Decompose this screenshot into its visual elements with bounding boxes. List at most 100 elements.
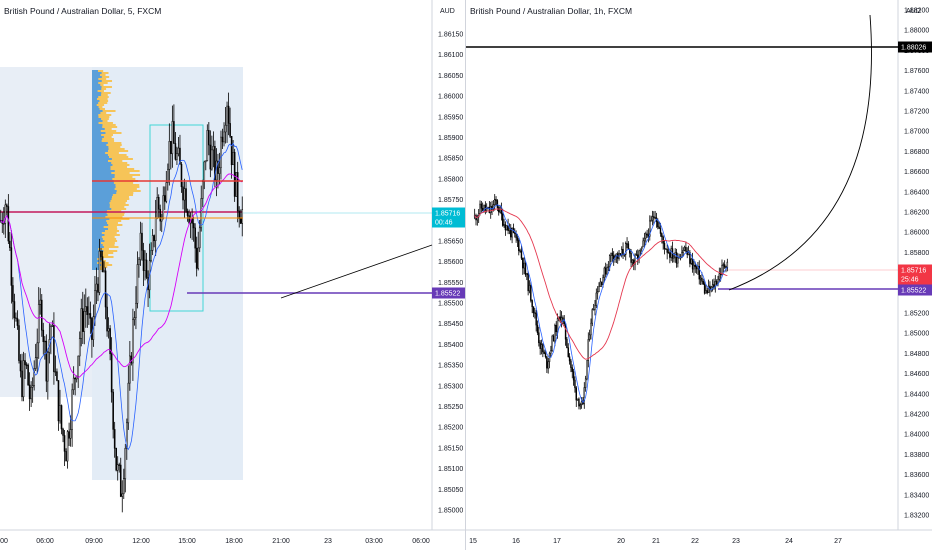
volume-profile-bar-up (92, 238, 117, 240)
volume-profile-bar-down (92, 178, 113, 180)
candle-body (594, 305, 596, 310)
volume-profile-bar-down (92, 102, 99, 104)
candle-body (514, 232, 516, 234)
candle-body (124, 447, 127, 479)
candle-body (200, 198, 203, 229)
candle-body (235, 172, 237, 197)
candle-body (578, 398, 580, 407)
volume-profile-bar-down (92, 108, 100, 110)
right-chart-svg[interactable]: AUD1.882001.880001.878001.876001.874001.… (466, 0, 932, 550)
ma-fast-line (474, 204, 728, 404)
volume-profile-bar-down (92, 86, 102, 88)
y-tick-label: 1.86800 (904, 149, 929, 156)
left-chart-svg[interactable]: AUD 1.86150 1.86100 1.86050 1.86000 1.85950 1.… (0, 0, 466, 550)
volume-profile-bar-down (92, 194, 113, 196)
right-chart-title: British Pound / Australian Dollar, 1h, F… (470, 6, 633, 16)
candle-body (135, 302, 137, 318)
candle-body (194, 227, 196, 249)
candle-body (502, 213, 504, 226)
candle-body (642, 240, 644, 248)
candle-body (536, 324, 539, 333)
volume-profile-bar-down (92, 168, 111, 170)
volume-profile-bar-up (92, 216, 123, 218)
candle-body (580, 401, 583, 405)
candle-body (707, 285, 710, 293)
candle-body (85, 306, 87, 312)
candle-body (635, 254, 638, 256)
target-tag-value: 1.88026 (901, 45, 926, 52)
left-chart-panel[interactable]: British Pound / Australian Dollar, 5, FX… (0, 0, 466, 550)
y-tick-label: 1.88200 (904, 8, 929, 15)
candle-body (687, 252, 690, 255)
candle-body (115, 447, 117, 471)
candle-body (4, 204, 7, 224)
candle-body (13, 301, 16, 318)
candle-body (686, 250, 688, 255)
candle-body (595, 292, 598, 306)
volume-profile-bar-down (92, 78, 99, 80)
candle-body (56, 371, 58, 381)
candle-body (45, 340, 48, 382)
volume-profile-bar-down (92, 104, 97, 106)
volume-profile-bar-up (92, 144, 122, 146)
volume-profile-bar-down (92, 120, 103, 122)
volume-profile-bar-down (92, 154, 108, 156)
volume-profile-bar-up (92, 218, 130, 220)
volume-profile-bar-down (92, 226, 104, 228)
candle-body (97, 283, 99, 293)
panel-divider[interactable] (465, 0, 466, 550)
candle-body (528, 285, 531, 292)
candle-body (598, 286, 600, 292)
volume-profile-bar-down (92, 216, 106, 218)
candle-body (89, 313, 92, 319)
volume-profile-bar-down (92, 152, 106, 154)
candle-body (232, 151, 234, 166)
candle-body (494, 199, 496, 206)
x-tick-label: 09:00 (85, 538, 103, 545)
currency-label: AUD (440, 8, 455, 15)
candle-body (495, 199, 497, 201)
candle-body (607, 266, 610, 268)
volume-profile-bar-down (92, 94, 102, 96)
candle-body (183, 188, 186, 201)
volume-profile-bar-up (92, 242, 115, 244)
volume-profile-bar-down (92, 98, 97, 100)
candle-body (703, 283, 706, 294)
candle-body (639, 248, 642, 252)
candle-body (551, 335, 553, 351)
candle-body (634, 254, 636, 265)
volume-profile-bar-down (92, 246, 104, 248)
volume-profile-bar-up (92, 232, 117, 234)
volume-profile-bar-down (92, 206, 110, 208)
volume-profile-bar-down (92, 106, 99, 108)
candle-body (657, 221, 659, 228)
candle-body (643, 237, 646, 242)
volume-profile-bar-up (92, 214, 125, 216)
right-chart-panel[interactable]: British Pound / Australian Dollar, 1h, F… (466, 0, 932, 550)
candle-body (31, 385, 34, 388)
candle-body (78, 338, 81, 357)
volume-profile-bar-down (92, 224, 109, 226)
candle-body (608, 255, 611, 268)
volume-profile-bar-up (92, 104, 105, 106)
candle-body (62, 428, 64, 436)
volume-profile-bar-down (92, 188, 115, 190)
candle-body (515, 233, 517, 239)
volume-profile-bar-up (92, 140, 115, 142)
candle-body (709, 285, 711, 291)
candle-body (185, 188, 187, 212)
volume-profile-bar-down (92, 248, 99, 250)
volume-profile-bar-up (92, 102, 108, 104)
candle-body (606, 267, 608, 275)
candle-body (116, 464, 119, 471)
volume-profile-bar-down (92, 130, 101, 132)
candle-body (224, 124, 227, 133)
candle-body (205, 160, 207, 163)
candle-body (645, 233, 647, 239)
candle-body (484, 204, 487, 211)
volume-profile-bar-up (92, 204, 129, 206)
volume-profile-bar-down (92, 204, 110, 206)
volume-profile-bar-down (92, 118, 102, 120)
candle-body (568, 356, 571, 362)
x-tick-label: 21 (652, 538, 660, 545)
